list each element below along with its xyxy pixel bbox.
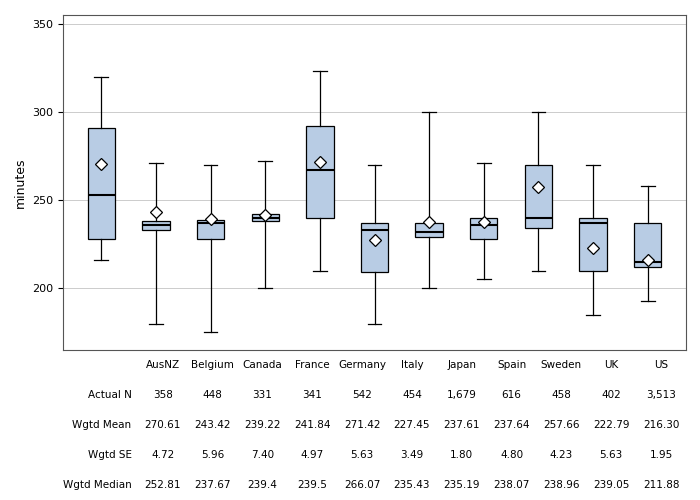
Text: France: France [295, 360, 330, 370]
Text: 5.63: 5.63 [600, 450, 623, 460]
Text: Actual N: Actual N [88, 390, 132, 400]
Text: Wgtd SE: Wgtd SE [88, 450, 132, 460]
Text: 238.96: 238.96 [543, 480, 580, 490]
Text: 235.19: 235.19 [444, 480, 480, 490]
Text: 341: 341 [302, 390, 322, 400]
Text: US: US [654, 360, 668, 370]
Text: 237.67: 237.67 [195, 480, 231, 490]
Text: 331: 331 [253, 390, 272, 400]
PathPatch shape [251, 214, 279, 222]
Text: 227.45: 227.45 [393, 420, 430, 430]
Text: 238.07: 238.07 [494, 480, 530, 490]
Text: Sweden: Sweden [541, 360, 582, 370]
Text: Wgtd Mean: Wgtd Mean [72, 420, 132, 430]
Text: 5.96: 5.96 [201, 450, 224, 460]
Text: Spain: Spain [497, 360, 526, 370]
Text: Wgtd Median: Wgtd Median [63, 480, 132, 490]
Text: 243.42: 243.42 [195, 420, 231, 430]
Text: 257.66: 257.66 [543, 420, 580, 430]
Text: 239.4: 239.4 [247, 480, 277, 490]
Text: 271.42: 271.42 [344, 420, 380, 430]
PathPatch shape [197, 220, 224, 239]
PathPatch shape [470, 218, 498, 239]
Text: 4.23: 4.23 [550, 450, 573, 460]
Text: 1.80: 1.80 [450, 450, 473, 460]
PathPatch shape [525, 165, 552, 228]
Text: 454: 454 [402, 390, 422, 400]
Text: 216.30: 216.30 [643, 420, 679, 430]
Y-axis label: minutes: minutes [13, 157, 27, 208]
Text: 3.49: 3.49 [400, 450, 424, 460]
Text: AusNZ: AusNZ [146, 360, 180, 370]
PathPatch shape [580, 218, 607, 270]
Text: Italy: Italy [400, 360, 424, 370]
Text: 235.43: 235.43 [393, 480, 430, 490]
Text: 1,679: 1,679 [447, 390, 477, 400]
Text: 1.95: 1.95 [650, 450, 673, 460]
Text: 542: 542 [352, 390, 372, 400]
Text: 5.63: 5.63 [351, 450, 374, 460]
Text: Canada: Canada [242, 360, 282, 370]
Text: Germany: Germany [338, 360, 386, 370]
PathPatch shape [360, 223, 388, 272]
Text: 7.40: 7.40 [251, 450, 274, 460]
Text: 239.5: 239.5 [298, 480, 327, 490]
Text: 4.72: 4.72 [151, 450, 174, 460]
Text: 402: 402 [601, 390, 621, 400]
Text: 237.64: 237.64 [494, 420, 530, 430]
Text: 358: 358 [153, 390, 173, 400]
Text: 211.88: 211.88 [643, 480, 679, 490]
Text: 4.80: 4.80 [500, 450, 523, 460]
Text: 239.05: 239.05 [593, 480, 629, 490]
Text: 222.79: 222.79 [593, 420, 629, 430]
Text: 252.81: 252.81 [144, 480, 181, 490]
PathPatch shape [88, 128, 115, 239]
Text: 241.84: 241.84 [294, 420, 330, 430]
Text: 458: 458 [552, 390, 571, 400]
PathPatch shape [416, 223, 443, 237]
Text: 266.07: 266.07 [344, 480, 380, 490]
Text: 270.61: 270.61 [144, 420, 181, 430]
Text: 239.22: 239.22 [244, 420, 281, 430]
PathPatch shape [634, 223, 662, 267]
Text: UK: UK [604, 360, 618, 370]
Text: 237.61: 237.61 [444, 420, 480, 430]
Text: 3,513: 3,513 [646, 390, 676, 400]
PathPatch shape [306, 126, 333, 218]
Text: 616: 616 [502, 390, 522, 400]
PathPatch shape [142, 222, 169, 230]
Text: 4.97: 4.97 [300, 450, 324, 460]
Text: 448: 448 [202, 390, 223, 400]
Text: Japan: Japan [447, 360, 476, 370]
Text: Belgium: Belgium [191, 360, 234, 370]
